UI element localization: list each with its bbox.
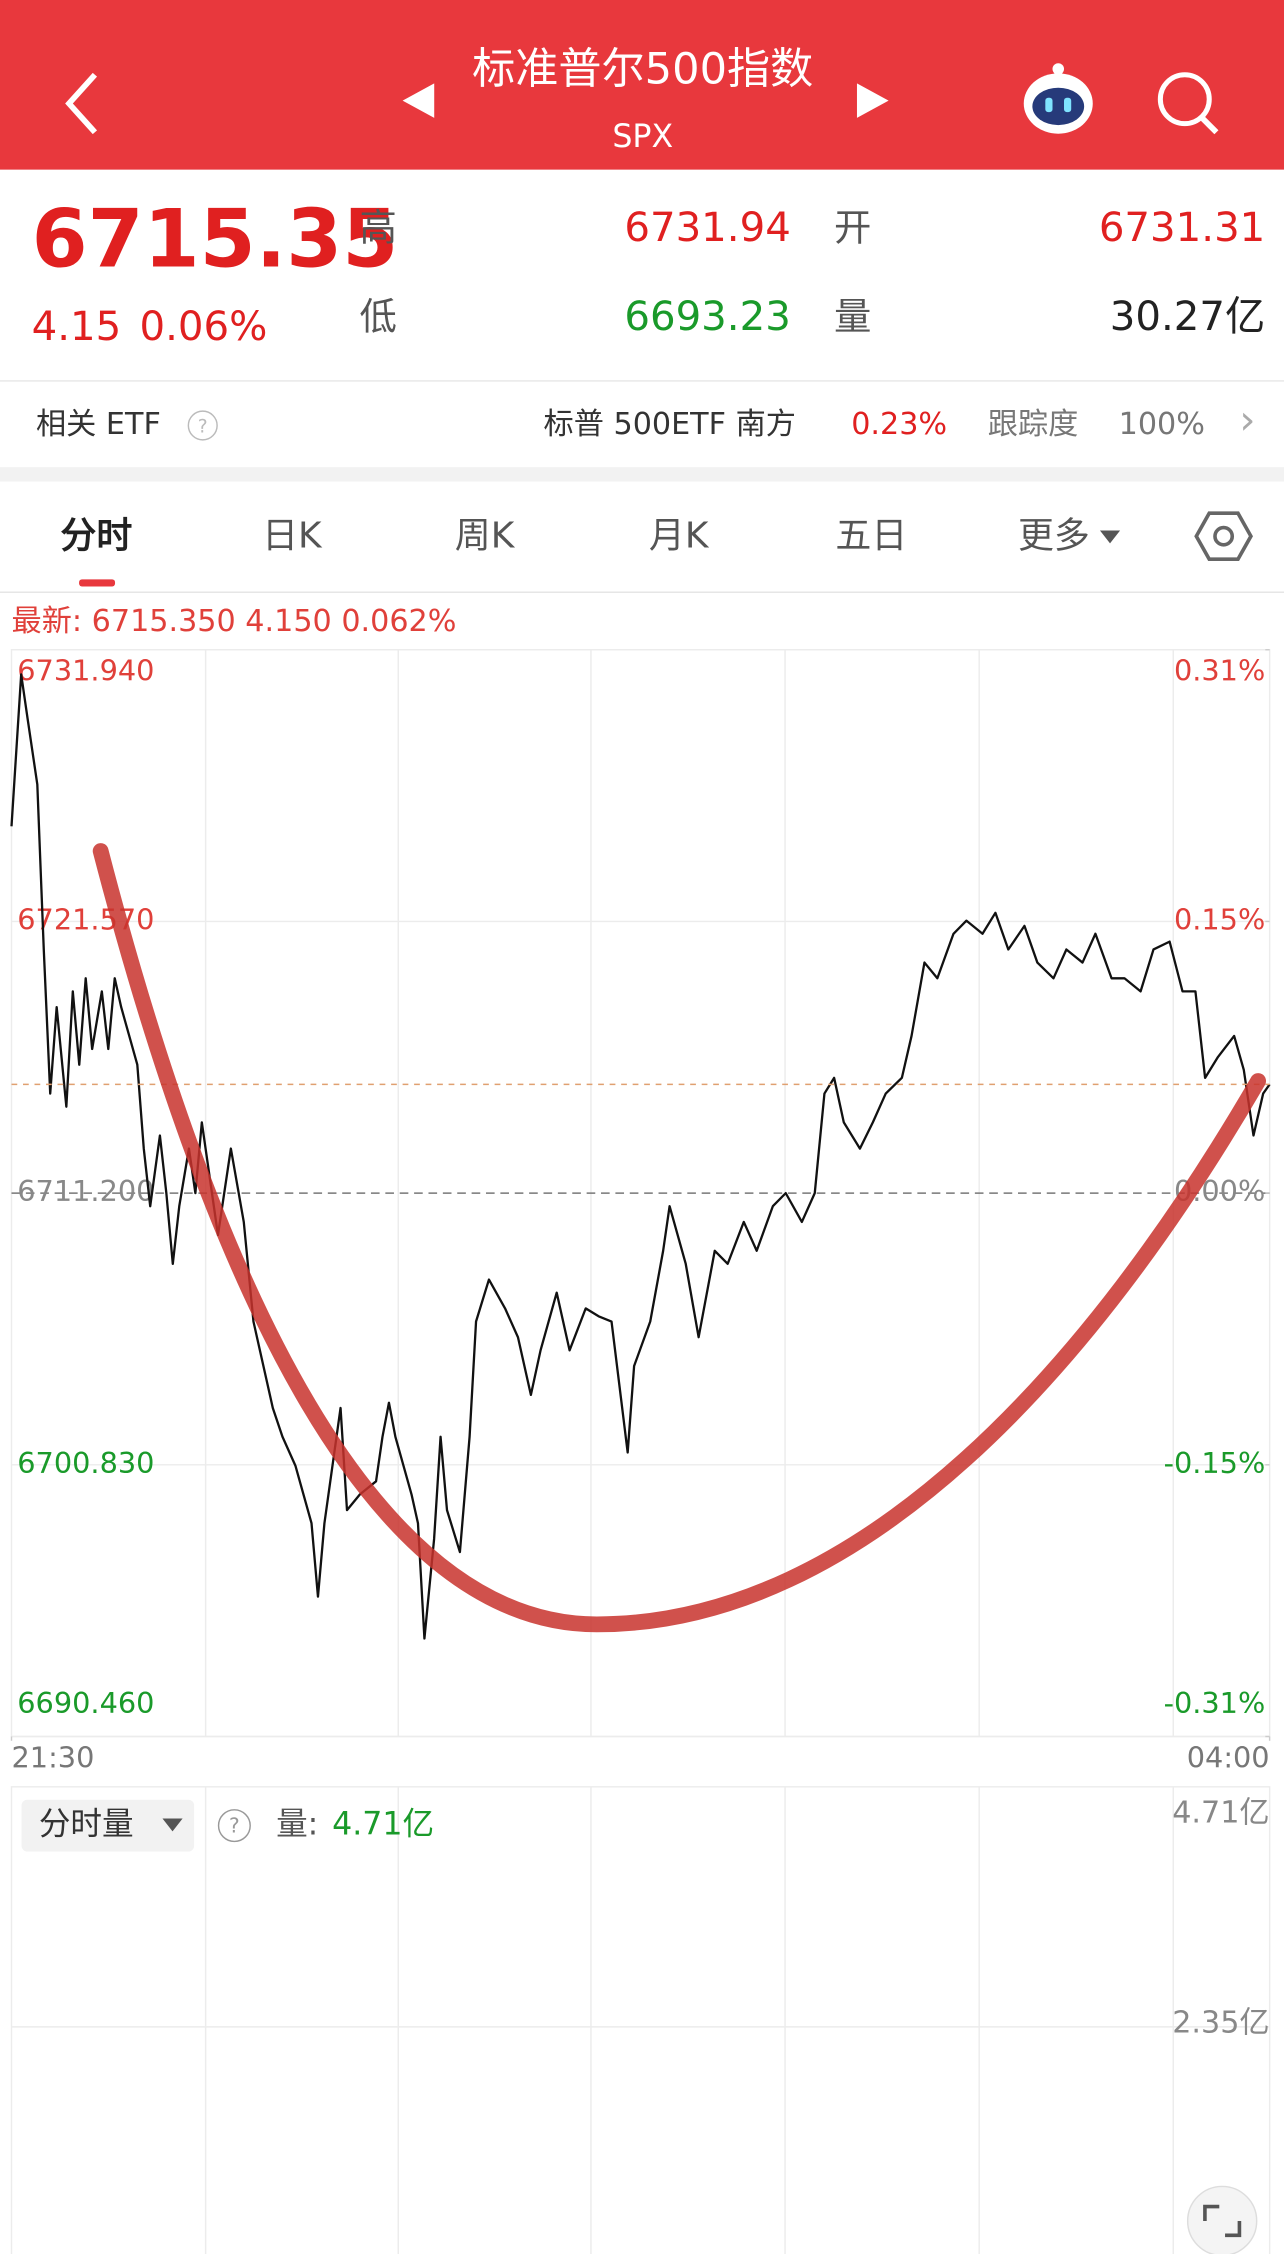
etf-change: 0.23% [851, 407, 947, 442]
latest-annotation: 最新: 6715.350 4.150 0.062% [12, 604, 457, 639]
open-label: 开 [834, 206, 871, 250]
volume: 30.27亿 [1110, 294, 1266, 340]
search-icon[interactable] [1157, 72, 1219, 135]
hand-drawn-curve [92, 843, 1267, 1633]
tracking-label: 跟踪度 [988, 407, 1079, 442]
tab[interactable]: 分时 [60, 516, 132, 557]
x-tick-label: 04:00 [1187, 1741, 1270, 1775]
tab-indicator [79, 579, 116, 587]
settings-icon[interactable] [1194, 511, 1253, 561]
tab[interactable]: 日K [262, 516, 323, 557]
back-button[interactable] [65, 72, 98, 135]
etf-label: 相关 ETF [36, 407, 161, 442]
title: 标准普尔500指数 [472, 44, 813, 94]
high: 6731.94 [624, 205, 790, 251]
tab[interactable]: 更多 [1018, 516, 1090, 557]
tab[interactable]: 月K [649, 516, 710, 557]
tracking: 100% [1119, 407, 1205, 442]
volume-axis-label: 2.35亿 [1172, 2006, 1269, 2041]
change: 4.15 [32, 304, 122, 350]
plot: 6731.940 6721.570 6711.200 6700.830 6690.460… [10, 649, 1271, 1775]
assistant-icon[interactable] [1023, 63, 1093, 134]
price: 6715.35 [32, 191, 399, 285]
y-tick-label: 6721.570 [17, 902, 154, 936]
volume-label: 量 [834, 295, 871, 339]
volume-grid [11, 1786, 1270, 2254]
y2-tick-label: 0.15% [1174, 902, 1265, 936]
price-line [10, 673, 1271, 1640]
change-pct: 0.06% [139, 304, 267, 350]
help-icon[interactable] [187, 410, 218, 441]
volume-label: 量: [276, 1807, 318, 1843]
y2-tick-label: 0.31% [1174, 654, 1265, 688]
volume-value: 4.71亿 [332, 1807, 434, 1843]
expand-icon[interactable] [1186, 2185, 1258, 2254]
separator [0, 467, 1284, 482]
y2-tick-label: -0.15% [1164, 1446, 1266, 1480]
x-tick-label: 21:30 [12, 1741, 95, 1775]
help-text: ? [198, 416, 208, 437]
help-text: ? [229, 1814, 240, 1838]
etf-more[interactable]: › [1239, 398, 1255, 444]
volume-button-text: 分时量 [39, 1807, 134, 1843]
y-tick-label: 6690.460 [17, 1686, 154, 1720]
dropdown-arrow [162, 1818, 183, 1832]
etf-name[interactable]: 标普 500ETF 南方 [544, 407, 796, 442]
open: 6731.31 [1099, 205, 1265, 251]
dropdown-arrow [1099, 530, 1121, 544]
y-tick-label: 6731.940 [17, 654, 154, 688]
y-tick-label: 6711.200 [17, 1174, 154, 1208]
subtitle: SPX [612, 119, 673, 155]
low-label: 低 [359, 295, 396, 339]
volume-axis-label: 4.71亿 [1172, 1796, 1269, 1831]
y2-tick-label: -0.31% [1164, 1686, 1266, 1720]
next-index[interactable] [856, 83, 889, 118]
prev-index[interactable] [402, 83, 435, 118]
high-label: 高 [359, 206, 396, 250]
tab[interactable]: 周K [455, 516, 516, 557]
y-tick-label: 6700.830 [17, 1446, 154, 1480]
volume-frame [10, 1786, 1271, 2254]
tab[interactable]: 五日 [835, 516, 907, 557]
volume-button[interactable] [21, 1799, 195, 1852]
help-icon[interactable] [217, 1809, 251, 1843]
low: 6693.23 [624, 294, 790, 340]
